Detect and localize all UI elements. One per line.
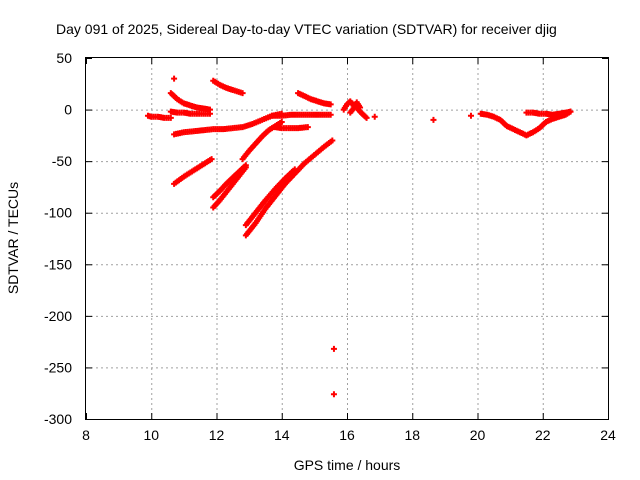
- y-axis-label: SDTVAR / TECUs: [5, 182, 21, 294]
- x-tick-label: 12: [209, 427, 225, 443]
- axis-ticks: 8 10 12 14 16 18 20 22 24 50 0 -50 -100 -150 -200 -250 -…: [44, 50, 616, 443]
- data-point: [206, 110, 213, 117]
- series-trace-11: [242, 166, 298, 229]
- x-tick-label: 8: [82, 427, 90, 443]
- data-point: [304, 124, 311, 131]
- x-axis-label: GPS time / hours: [294, 457, 401, 473]
- x-tick-label: 14: [274, 427, 290, 443]
- series-trace-7: [210, 164, 249, 211]
- y-tick-label: -100: [44, 205, 72, 221]
- data-point: [239, 90, 246, 97]
- data-point: [278, 118, 285, 125]
- data-point: [291, 166, 298, 173]
- data-point: [208, 156, 215, 163]
- data-point: [567, 108, 574, 115]
- x-tick-label: 16: [339, 427, 355, 443]
- grid: [86, 58, 608, 419]
- series-trace-6: [210, 77, 246, 97]
- series-trace-8: [210, 162, 249, 201]
- y-tick-label: -200: [44, 308, 72, 324]
- y-tick-label: -50: [52, 153, 72, 169]
- y-tick-label: -250: [44, 359, 72, 375]
- series-trace-14: [295, 90, 334, 108]
- data-point: [467, 112, 474, 119]
- y-tick-label: 0: [64, 102, 72, 118]
- data-point: [357, 104, 364, 111]
- series-trace-1: [144, 112, 174, 121]
- series-trace-12: [268, 111, 334, 119]
- series-trace-3: [167, 108, 213, 117]
- x-tick-label: 24: [600, 427, 616, 443]
- data-point: [242, 162, 249, 169]
- y-tick-label: -300: [44, 411, 72, 427]
- series-trace-18: [523, 108, 574, 118]
- x-tick-label: 10: [143, 427, 159, 443]
- series-trace-4: [171, 110, 285, 138]
- plot-frame: [85, 57, 609, 420]
- y-tick-label: 50: [56, 50, 72, 66]
- series-trace-10: [242, 137, 336, 239]
- series-trace-16: [347, 99, 364, 116]
- series-isolated: [171, 75, 474, 398]
- data-point: [363, 114, 370, 121]
- series-trace-5: [171, 156, 215, 187]
- data-point: [327, 111, 334, 118]
- data-point: [327, 101, 334, 108]
- data-point: [330, 345, 337, 352]
- data-point: [371, 113, 378, 120]
- y-tick-label: -150: [44, 256, 72, 272]
- data-point: [167, 114, 174, 121]
- data-point: [330, 391, 337, 398]
- chart-title: Day 091 of 2025, Sidereal Day-to-day VTE…: [56, 21, 557, 37]
- data-point: [171, 75, 178, 82]
- x-tick-label: 20: [470, 427, 486, 443]
- data-point: [430, 116, 437, 123]
- x-tick-label: 18: [404, 427, 420, 443]
- series-trace-15: [340, 98, 370, 121]
- series-trace-13: [272, 124, 311, 132]
- data-point: [329, 137, 336, 144]
- x-tick-label: 22: [535, 427, 551, 443]
- data-marks: [144, 75, 574, 398]
- series-trace-2: [167, 90, 213, 113]
